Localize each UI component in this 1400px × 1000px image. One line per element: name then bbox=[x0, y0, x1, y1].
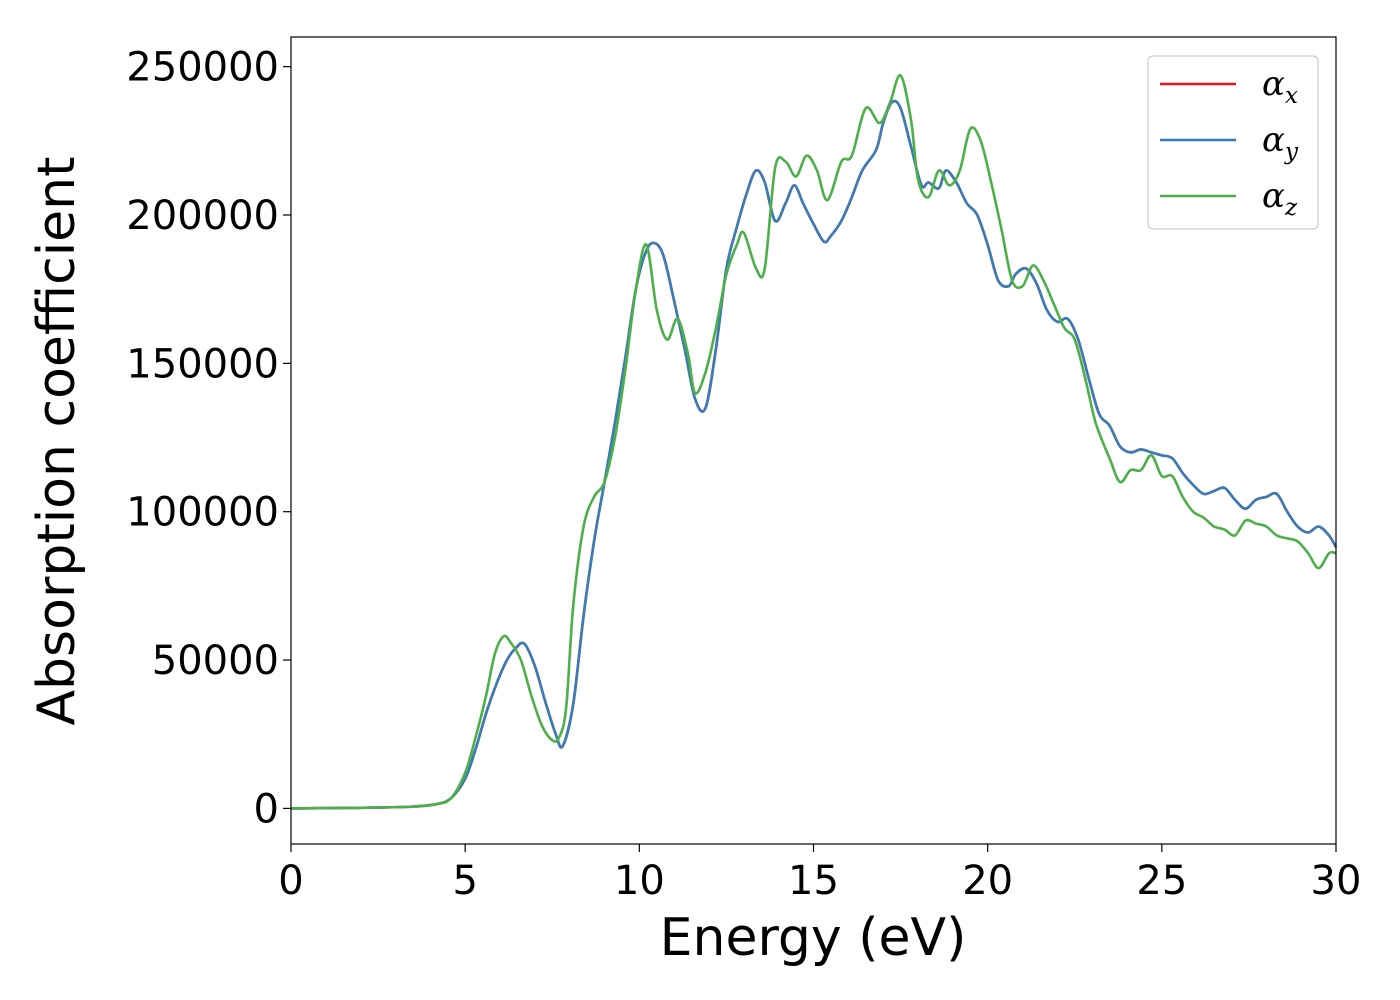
y-axis-title: Absorption coefficient bbox=[27, 156, 87, 725]
y-tick-label: 0 bbox=[254, 786, 279, 832]
y-axis-ticks: 0 50000 100000 150000 200000 250000 bbox=[126, 45, 291, 832]
y-tick-label: 100000 bbox=[126, 490, 279, 536]
y-tick-label: 200000 bbox=[126, 193, 279, 239]
y-tick-label: 150000 bbox=[126, 341, 279, 387]
x-tick-label: 25 bbox=[1136, 858, 1187, 904]
legend-label: αy bbox=[1262, 120, 1299, 165]
x-tick-label: 5 bbox=[452, 858, 477, 904]
x-tick-label: 0 bbox=[278, 858, 303, 904]
legend-label: αz bbox=[1262, 176, 1298, 221]
x-tick-label: 10 bbox=[614, 858, 665, 904]
y-tick-label: 250000 bbox=[126, 45, 279, 91]
x-axis-ticks: 0 5 10 15 20 25 30 bbox=[278, 844, 1361, 904]
legend: αx αy αz bbox=[1147, 55, 1319, 230]
x-tick-label: 15 bbox=[788, 858, 839, 904]
series-line-1 bbox=[290, 99, 1338, 810]
series-line-2 bbox=[290, 74, 1337, 810]
legend-label: αx bbox=[1262, 64, 1298, 109]
legend-box bbox=[1147, 55, 1319, 230]
plot-lines bbox=[290, 74, 1338, 810]
x-axis-title: Energy (eV) bbox=[660, 908, 967, 968]
x-tick-label: 20 bbox=[962, 858, 1013, 904]
x-tick-label: 30 bbox=[1311, 858, 1362, 904]
y-tick-label: 50000 bbox=[152, 638, 279, 684]
